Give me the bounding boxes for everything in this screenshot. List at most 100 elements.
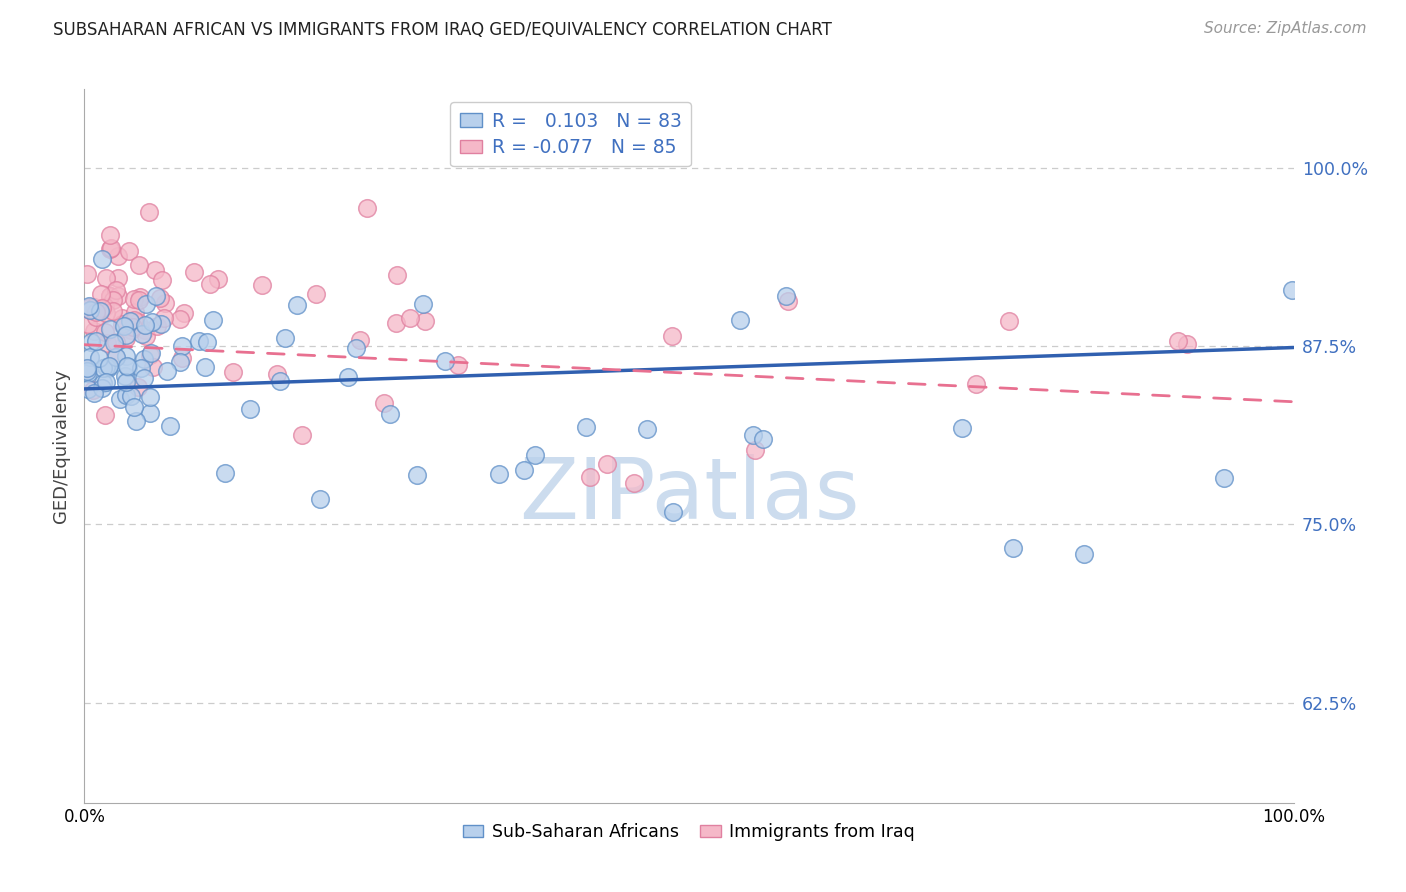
Point — [79, 350, 101, 364]
Text: ZIPatlas: ZIPatlas — [519, 454, 859, 538]
Point — [415, 314, 437, 328]
Point — [138, 390, 160, 404]
Point — [623, 475, 645, 490]
Point — [153, 311, 176, 326]
Point — [124, 305, 146, 319]
Point — [145, 319, 167, 334]
Point — [150, 273, 173, 287]
Point — [83, 324, 105, 338]
Point — [91, 381, 114, 395]
Point — [138, 205, 160, 219]
Point — [101, 293, 124, 307]
Point — [104, 335, 127, 350]
Point — [98, 359, 121, 374]
Point — [153, 296, 176, 310]
Point — [1167, 334, 1189, 348]
Point — [118, 244, 141, 259]
Point — [105, 283, 128, 297]
Point — [183, 265, 205, 279]
Point — [127, 315, 149, 329]
Point — [1281, 283, 1303, 297]
Point — [98, 289, 121, 303]
Point — [742, 427, 765, 442]
Point — [83, 300, 105, 314]
Point — [214, 466, 236, 480]
Point — [250, 278, 273, 293]
Point — [83, 386, 105, 401]
Point — [98, 322, 121, 336]
Point — [96, 335, 118, 350]
Point — [115, 328, 138, 343]
Point — [269, 374, 291, 388]
Point — [91, 252, 114, 267]
Point — [115, 388, 138, 402]
Point — [661, 328, 683, 343]
Point — [115, 331, 138, 345]
Point — [129, 361, 152, 376]
Point — [193, 359, 215, 374]
Y-axis label: GED/Equivalency: GED/Equivalency — [52, 369, 70, 523]
Point — [79, 303, 101, 318]
Point — [107, 289, 129, 303]
Point — [239, 402, 262, 417]
Point — [513, 463, 536, 477]
Point — [349, 334, 371, 348]
Point — [76, 267, 98, 281]
Point — [93, 408, 115, 422]
Point — [135, 296, 157, 310]
Point — [84, 310, 107, 324]
Point — [114, 375, 136, 389]
Point — [134, 352, 156, 367]
Point — [356, 201, 378, 215]
Point — [108, 392, 131, 406]
Point — [523, 448, 546, 462]
Point — [94, 325, 117, 339]
Point — [122, 401, 145, 415]
Point — [221, 365, 243, 379]
Point — [82, 383, 104, 397]
Point — [385, 316, 408, 330]
Text: SUBSAHARAN AFRICAN VS IMMIGRANTS FROM IRAQ GED/EQUIVALENCY CORRELATION CHART: SUBSAHARAN AFRICAN VS IMMIGRANTS FROM IR… — [53, 21, 832, 39]
Point — [169, 355, 191, 369]
Point — [385, 268, 408, 283]
Point — [170, 338, 193, 352]
Point — [107, 249, 129, 263]
Point — [76, 364, 98, 378]
Point — [127, 380, 149, 394]
Point — [1213, 471, 1236, 485]
Point — [96, 270, 118, 285]
Point — [1073, 547, 1095, 561]
Point — [98, 289, 121, 303]
Point — [94, 375, 117, 389]
Point — [406, 467, 429, 482]
Point — [128, 258, 150, 272]
Point — [305, 286, 328, 301]
Point — [94, 306, 117, 320]
Point — [77, 317, 100, 331]
Point — [94, 300, 117, 314]
Point — [399, 310, 422, 325]
Point — [135, 329, 157, 343]
Point — [950, 420, 973, 434]
Point — [91, 376, 114, 390]
Point — [77, 300, 100, 314]
Point — [291, 428, 314, 442]
Point — [596, 457, 619, 471]
Point — [447, 358, 470, 372]
Point — [636, 422, 658, 436]
Point — [202, 313, 225, 327]
Point — [91, 361, 114, 376]
Point — [76, 362, 98, 376]
Point — [94, 359, 117, 374]
Point — [336, 370, 359, 384]
Point — [143, 263, 166, 277]
Point — [965, 376, 987, 391]
Point — [207, 272, 229, 286]
Point — [128, 293, 150, 307]
Point — [373, 395, 395, 409]
Point — [139, 406, 162, 420]
Point — [662, 505, 685, 519]
Point — [378, 407, 401, 421]
Point — [169, 312, 191, 326]
Point — [145, 289, 167, 303]
